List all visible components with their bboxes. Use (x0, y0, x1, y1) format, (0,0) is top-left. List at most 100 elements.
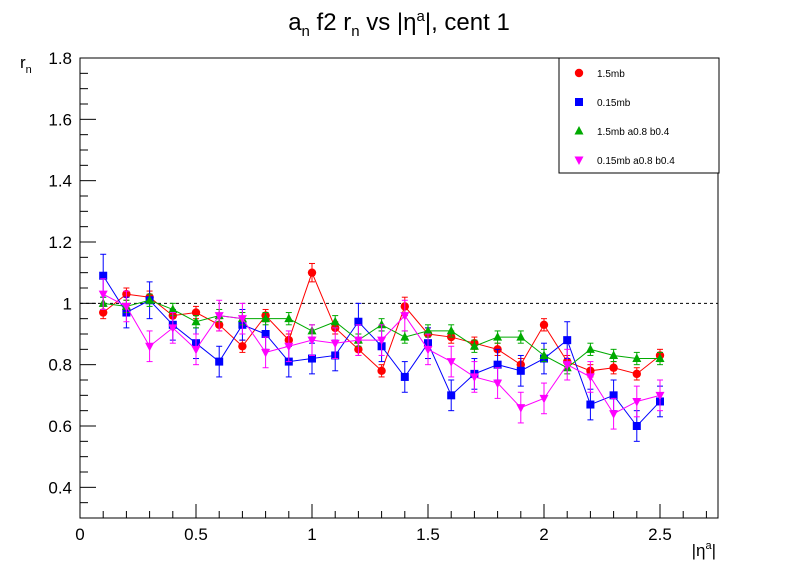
ylabel-r-sub: n (26, 64, 32, 76)
series-4 (98, 278, 665, 430)
data-point (585, 344, 595, 353)
data-point (168, 324, 178, 333)
x-tick-label: 1 (307, 525, 316, 544)
data-point (330, 339, 340, 349)
data-point (145, 295, 155, 304)
x-tick-label: 2.5 (648, 525, 672, 544)
legend: 1.5mb 0.15mb 1.5mb a0.8 b0.4 0.15mb a0.8 b0… (558, 57, 720, 174)
title-eta-sup: a (417, 8, 426, 25)
data-point (632, 369, 641, 379)
x-axis-label: |ηa| (692, 540, 716, 560)
legend-label: 1.5mb a0.8 b0.4 (597, 127, 670, 138)
legend-label: 0.15mb a0.8 b0.4 (597, 156, 675, 167)
x-tick-label: 2 (539, 525, 548, 544)
data-point (237, 315, 247, 324)
data-point (446, 358, 456, 367)
title-r-sub: n (351, 23, 359, 40)
data-point (539, 394, 549, 404)
data-point (609, 391, 618, 400)
xlabel-eta: |η (692, 541, 706, 560)
y-axis-label: rn (20, 53, 32, 76)
data-point (214, 312, 224, 321)
data-point (99, 308, 108, 317)
data-point (632, 422, 641, 430)
title-a: a (288, 9, 302, 36)
data-point (284, 342, 294, 352)
data-point (377, 319, 387, 329)
legend-label: 1.5mb (597, 69, 625, 80)
data-point (609, 410, 619, 419)
data-point (191, 345, 201, 355)
data-point (191, 316, 201, 326)
data-point (400, 372, 409, 381)
y-tick-label: 1.8 (48, 49, 72, 68)
ylabel-r: r (20, 53, 26, 72)
x-tick-label: 0 (75, 525, 84, 544)
data-point (168, 304, 178, 313)
data-point (539, 320, 549, 329)
y-tick-label: 1.2 (48, 233, 72, 252)
data-point (632, 397, 642, 407)
data-point (609, 363, 618, 372)
data-point (447, 391, 456, 400)
data-point (539, 350, 549, 359)
data-point (284, 313, 294, 323)
data-point (516, 332, 526, 341)
x-tick-label: 0.5 (184, 525, 208, 544)
legend-marker (574, 156, 584, 165)
data-point (586, 400, 595, 409)
data-point (353, 336, 363, 346)
title-vs: vs |η (360, 9, 417, 36)
data-point (469, 341, 479, 350)
axes-group: 0 0.5 1 1.5 2 2.5 0.4 0.6 0.8 1 1.2 1.4 1.6 1.8 (48, 49, 719, 544)
data-point (655, 391, 665, 401)
y-tick-label: 1 (63, 294, 72, 313)
data-point (191, 308, 201, 317)
data-point (493, 360, 502, 369)
data-point (308, 354, 316, 363)
xlabel-eta-sup: a (705, 540, 712, 552)
data-point (121, 302, 131, 312)
legend-box (558, 57, 720, 174)
y-tick-label: 0.6 (48, 417, 72, 436)
data-point (562, 361, 572, 370)
data-point (400, 312, 410, 321)
y-tick-label: 1.6 (48, 110, 72, 129)
data-point (261, 313, 271, 323)
data-point (423, 345, 433, 355)
data-point (516, 404, 526, 413)
data-point (585, 373, 595, 382)
data-point (493, 379, 503, 389)
data-point (145, 342, 155, 352)
series-group (98, 253, 665, 442)
data-point (400, 332, 410, 341)
data-point (563, 336, 572, 345)
legend-marker (575, 98, 583, 106)
data-point (493, 332, 503, 341)
legend-marker (574, 126, 584, 135)
data-point (516, 366, 525, 375)
data-point (469, 373, 479, 382)
data-point (632, 353, 642, 363)
data-point (609, 350, 619, 359)
data-point (354, 317, 363, 326)
title-mid: f2 r (310, 9, 351, 36)
chart-title: an f2 rn vs |ηa|, cent 1 (288, 8, 510, 40)
title-tail: |, cent 1 (425, 9, 510, 36)
data-point (330, 316, 340, 326)
data-point (377, 336, 387, 346)
data-point (98, 290, 108, 300)
data-point (307, 268, 317, 277)
data-point (261, 348, 271, 358)
y-tick-label: 0.4 (48, 478, 72, 497)
y-tick-label: 1.4 (48, 172, 72, 191)
y-tick-label: 0.8 (48, 356, 72, 375)
data-point (655, 353, 665, 363)
data-point (99, 271, 108, 280)
data-point (307, 336, 317, 346)
data-point (377, 366, 386, 375)
data-point (423, 325, 433, 335)
title-a-sub: n (302, 23, 310, 40)
